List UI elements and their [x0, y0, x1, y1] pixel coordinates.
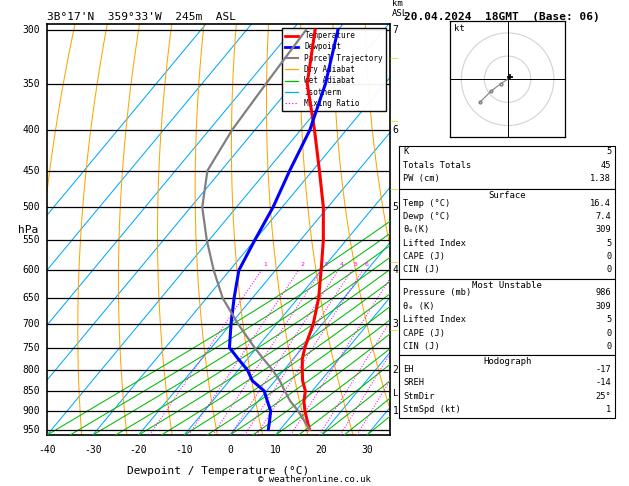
Text: 20: 20: [316, 445, 327, 455]
Text: 5: 5: [392, 202, 399, 212]
Text: -20: -20: [130, 445, 147, 455]
Text: θₑ(K): θₑ(K): [403, 226, 430, 234]
Text: 600: 600: [22, 265, 40, 275]
Text: 10: 10: [270, 445, 282, 455]
Text: 950: 950: [22, 425, 40, 434]
Text: 900: 900: [22, 406, 40, 416]
Text: PW (cm): PW (cm): [403, 174, 440, 183]
Text: —: —: [389, 54, 398, 63]
Text: 2: 2: [392, 365, 399, 375]
Text: km
ASL: km ASL: [392, 0, 408, 18]
Text: Lifted Index: Lifted Index: [403, 239, 466, 248]
Text: 6: 6: [392, 125, 399, 135]
Text: EH: EH: [403, 365, 414, 374]
Text: 5: 5: [353, 262, 357, 267]
Text: kt: kt: [454, 24, 465, 33]
Text: 1.38: 1.38: [591, 174, 611, 183]
Text: 3: 3: [323, 262, 327, 267]
Text: Surface: Surface: [489, 191, 526, 200]
Text: © weatheronline.co.uk: © weatheronline.co.uk: [258, 474, 371, 484]
Text: 7.4: 7.4: [596, 212, 611, 221]
Text: 20.04.2024  18GMT  (Base: 06): 20.04.2024 18GMT (Base: 06): [404, 12, 600, 22]
Text: 986: 986: [596, 289, 611, 297]
Text: 7: 7: [392, 25, 399, 35]
Text: 500: 500: [22, 202, 40, 212]
Text: 309: 309: [596, 226, 611, 234]
Text: SREH: SREH: [403, 379, 424, 387]
Text: -30: -30: [84, 445, 102, 455]
Text: 5: 5: [606, 239, 611, 248]
Text: K: K: [403, 147, 408, 156]
Text: 850: 850: [22, 386, 40, 396]
Text: StmSpd (kt): StmSpd (kt): [403, 405, 461, 414]
Text: -10: -10: [175, 445, 193, 455]
Text: Most Unstable: Most Unstable: [472, 281, 542, 290]
Text: 0: 0: [606, 265, 611, 275]
Text: 0: 0: [606, 342, 611, 351]
Text: 400: 400: [22, 125, 40, 135]
Text: Mixing Ratio (g/kg): Mixing Ratio (g/kg): [420, 178, 429, 281]
Text: 309: 309: [596, 302, 611, 311]
Text: 25°: 25°: [596, 392, 611, 401]
Text: 45: 45: [601, 160, 611, 170]
Text: 5: 5: [606, 315, 611, 324]
Text: 300: 300: [22, 25, 40, 35]
Text: 1: 1: [264, 262, 267, 267]
Text: 700: 700: [22, 319, 40, 329]
Text: 30: 30: [361, 445, 373, 455]
Text: 450: 450: [22, 166, 40, 175]
Text: 4: 4: [340, 262, 344, 267]
Text: 16.4: 16.4: [591, 199, 611, 208]
Text: -14: -14: [596, 379, 611, 387]
Text: θₑ (K): θₑ (K): [403, 302, 435, 311]
Text: Hodograph: Hodograph: [483, 357, 532, 366]
Text: -17: -17: [596, 365, 611, 374]
Legend: Temperature, Dewpoint, Parcel Trajectory, Dry Adiabat, Wet Adiabat, Isotherm, Mi: Temperature, Dewpoint, Parcel Trajectory…: [282, 28, 386, 111]
Text: 3B°17'N  359°33'W  245m  ASL: 3B°17'N 359°33'W 245m ASL: [47, 12, 236, 22]
Text: 0: 0: [606, 329, 611, 338]
Text: CAPE (J): CAPE (J): [403, 329, 445, 338]
Text: —: —: [389, 326, 398, 335]
Text: Dewpoint / Temperature (°C): Dewpoint / Temperature (°C): [128, 466, 309, 476]
Text: 5: 5: [606, 147, 611, 156]
Text: 6: 6: [365, 262, 369, 267]
Text: CIN (J): CIN (J): [403, 265, 440, 275]
Text: 4: 4: [392, 265, 399, 275]
Text: 800: 800: [22, 365, 40, 375]
Text: Pressure (mb): Pressure (mb): [403, 289, 472, 297]
Text: 750: 750: [22, 343, 40, 353]
Text: 0: 0: [227, 445, 233, 455]
Text: —: —: [389, 258, 398, 267]
Text: 350: 350: [22, 79, 40, 88]
Text: 550: 550: [22, 235, 40, 245]
Text: Temp (°C): Temp (°C): [403, 199, 450, 208]
Text: StmDir: StmDir: [403, 392, 435, 401]
Text: CIN (J): CIN (J): [403, 342, 440, 351]
Text: —: —: [389, 117, 398, 126]
Text: hPa: hPa: [18, 225, 38, 235]
Text: Lifted Index: Lifted Index: [403, 315, 466, 324]
Text: —: —: [389, 185, 398, 194]
Text: Totals Totals: Totals Totals: [403, 160, 472, 170]
Text: 3: 3: [392, 319, 399, 329]
Text: 1: 1: [606, 405, 611, 414]
Text: 650: 650: [22, 293, 40, 303]
Text: -40: -40: [38, 445, 56, 455]
Text: 1: 1: [392, 406, 399, 416]
Text: CAPE (J): CAPE (J): [403, 252, 445, 261]
Text: 2: 2: [301, 262, 304, 267]
Text: LCL: LCL: [392, 388, 409, 398]
Text: 0: 0: [606, 252, 611, 261]
Text: Dewp (°C): Dewp (°C): [403, 212, 450, 221]
